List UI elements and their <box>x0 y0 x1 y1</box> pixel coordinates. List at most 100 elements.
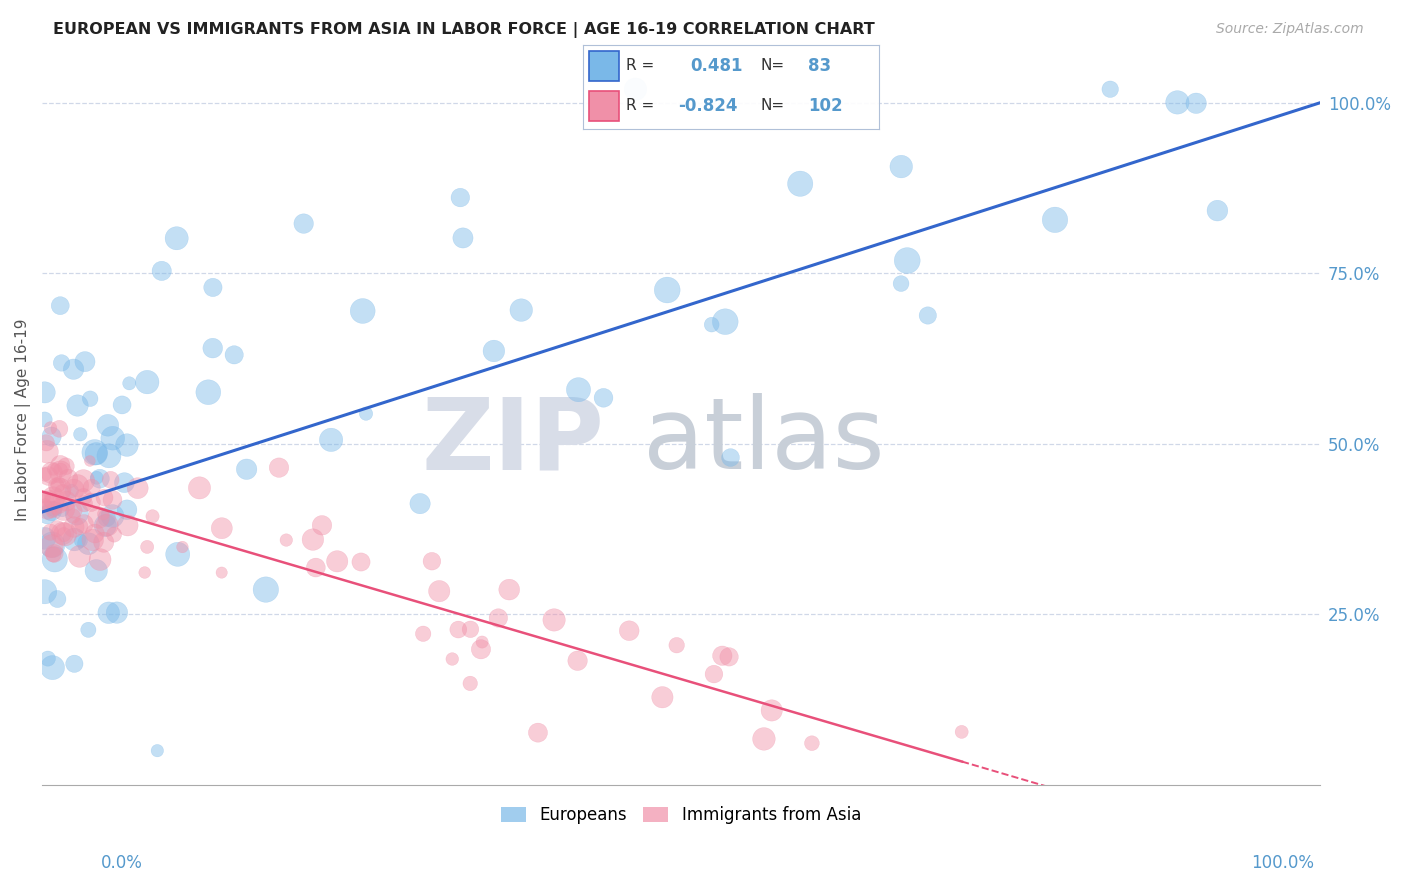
Point <box>34 412 56 426</box>
Point <box>62 362 84 376</box>
Point <box>420 554 443 568</box>
Point <box>96 518 118 533</box>
Point <box>100 473 122 487</box>
Point <box>73 354 96 368</box>
Point <box>34 490 56 504</box>
Point <box>471 635 494 649</box>
Point <box>51 356 73 370</box>
Point <box>49 465 72 479</box>
Point <box>34 532 56 546</box>
Point <box>97 606 120 620</box>
Point <box>42 548 65 562</box>
Point <box>89 552 111 566</box>
Point <box>35 435 58 450</box>
Point <box>201 341 224 355</box>
Text: 0.0%: 0.0% <box>101 854 143 871</box>
Point <box>624 82 647 96</box>
Point <box>42 491 65 506</box>
Text: R =: R = <box>626 58 655 73</box>
Point <box>49 458 72 472</box>
Point <box>427 584 450 599</box>
Point <box>166 547 188 561</box>
Point <box>42 502 65 516</box>
Point <box>134 566 156 580</box>
Point <box>91 507 114 521</box>
Point <box>950 725 973 739</box>
Point <box>79 392 101 406</box>
Point <box>105 606 128 620</box>
Point <box>527 725 550 739</box>
Point <box>39 490 62 504</box>
Y-axis label: In Labor Force | Age 16-19: In Labor Force | Age 16-19 <box>15 318 31 521</box>
Legend: Europeans, Immigrants from Asia: Europeans, Immigrants from Asia <box>494 800 868 831</box>
Point <box>93 491 115 505</box>
Point <box>84 447 107 461</box>
Point <box>188 481 211 495</box>
Point <box>114 475 136 490</box>
Point <box>63 503 86 517</box>
Point <box>48 422 70 436</box>
Point <box>482 343 505 358</box>
Point <box>63 657 86 671</box>
Point <box>789 177 811 191</box>
Point <box>80 495 103 509</box>
Point <box>34 584 56 599</box>
Text: N=: N= <box>761 98 785 113</box>
Point <box>665 638 688 652</box>
Point <box>201 280 224 294</box>
Point <box>49 499 72 513</box>
Point <box>1099 82 1122 96</box>
Point <box>1166 95 1188 110</box>
Point <box>93 535 115 549</box>
Point <box>657 283 679 297</box>
Point <box>83 526 105 541</box>
Point <box>34 498 56 512</box>
Point <box>714 315 737 329</box>
Point <box>197 385 219 400</box>
Point <box>73 497 96 511</box>
Point <box>718 649 741 664</box>
Point <box>41 660 63 674</box>
Point <box>77 623 100 637</box>
Point <box>311 518 333 533</box>
Point <box>34 385 56 400</box>
Point <box>412 626 434 640</box>
Point <box>890 277 912 291</box>
Point <box>211 521 233 535</box>
Point <box>87 510 110 524</box>
Point <box>37 503 59 517</box>
Point <box>69 427 91 442</box>
Point <box>37 508 59 522</box>
Text: ZIP: ZIP <box>422 393 605 491</box>
Point <box>166 231 188 245</box>
Point <box>567 383 589 397</box>
Point <box>82 533 104 547</box>
Point <box>319 433 342 447</box>
Point <box>761 703 783 717</box>
Point <box>42 462 65 476</box>
Point <box>752 731 775 746</box>
Point <box>118 376 141 391</box>
Point <box>409 497 432 511</box>
Point <box>72 490 94 504</box>
Point <box>441 652 464 666</box>
Point <box>103 527 125 541</box>
FancyBboxPatch shape <box>589 91 619 120</box>
Point <box>498 582 520 597</box>
Point <box>890 160 912 174</box>
Point <box>700 318 723 332</box>
Point <box>235 462 257 476</box>
Point <box>45 501 67 516</box>
Point <box>86 471 108 485</box>
Point <box>69 549 91 564</box>
Point <box>326 554 349 568</box>
Text: 100.0%: 100.0% <box>1251 854 1315 871</box>
Text: -0.824: -0.824 <box>678 96 738 114</box>
Point <box>486 611 509 625</box>
Text: N=: N= <box>761 58 785 73</box>
Point <box>460 622 482 636</box>
Point <box>41 429 63 443</box>
Point <box>447 623 470 637</box>
Point <box>62 483 84 497</box>
Point <box>83 445 105 459</box>
